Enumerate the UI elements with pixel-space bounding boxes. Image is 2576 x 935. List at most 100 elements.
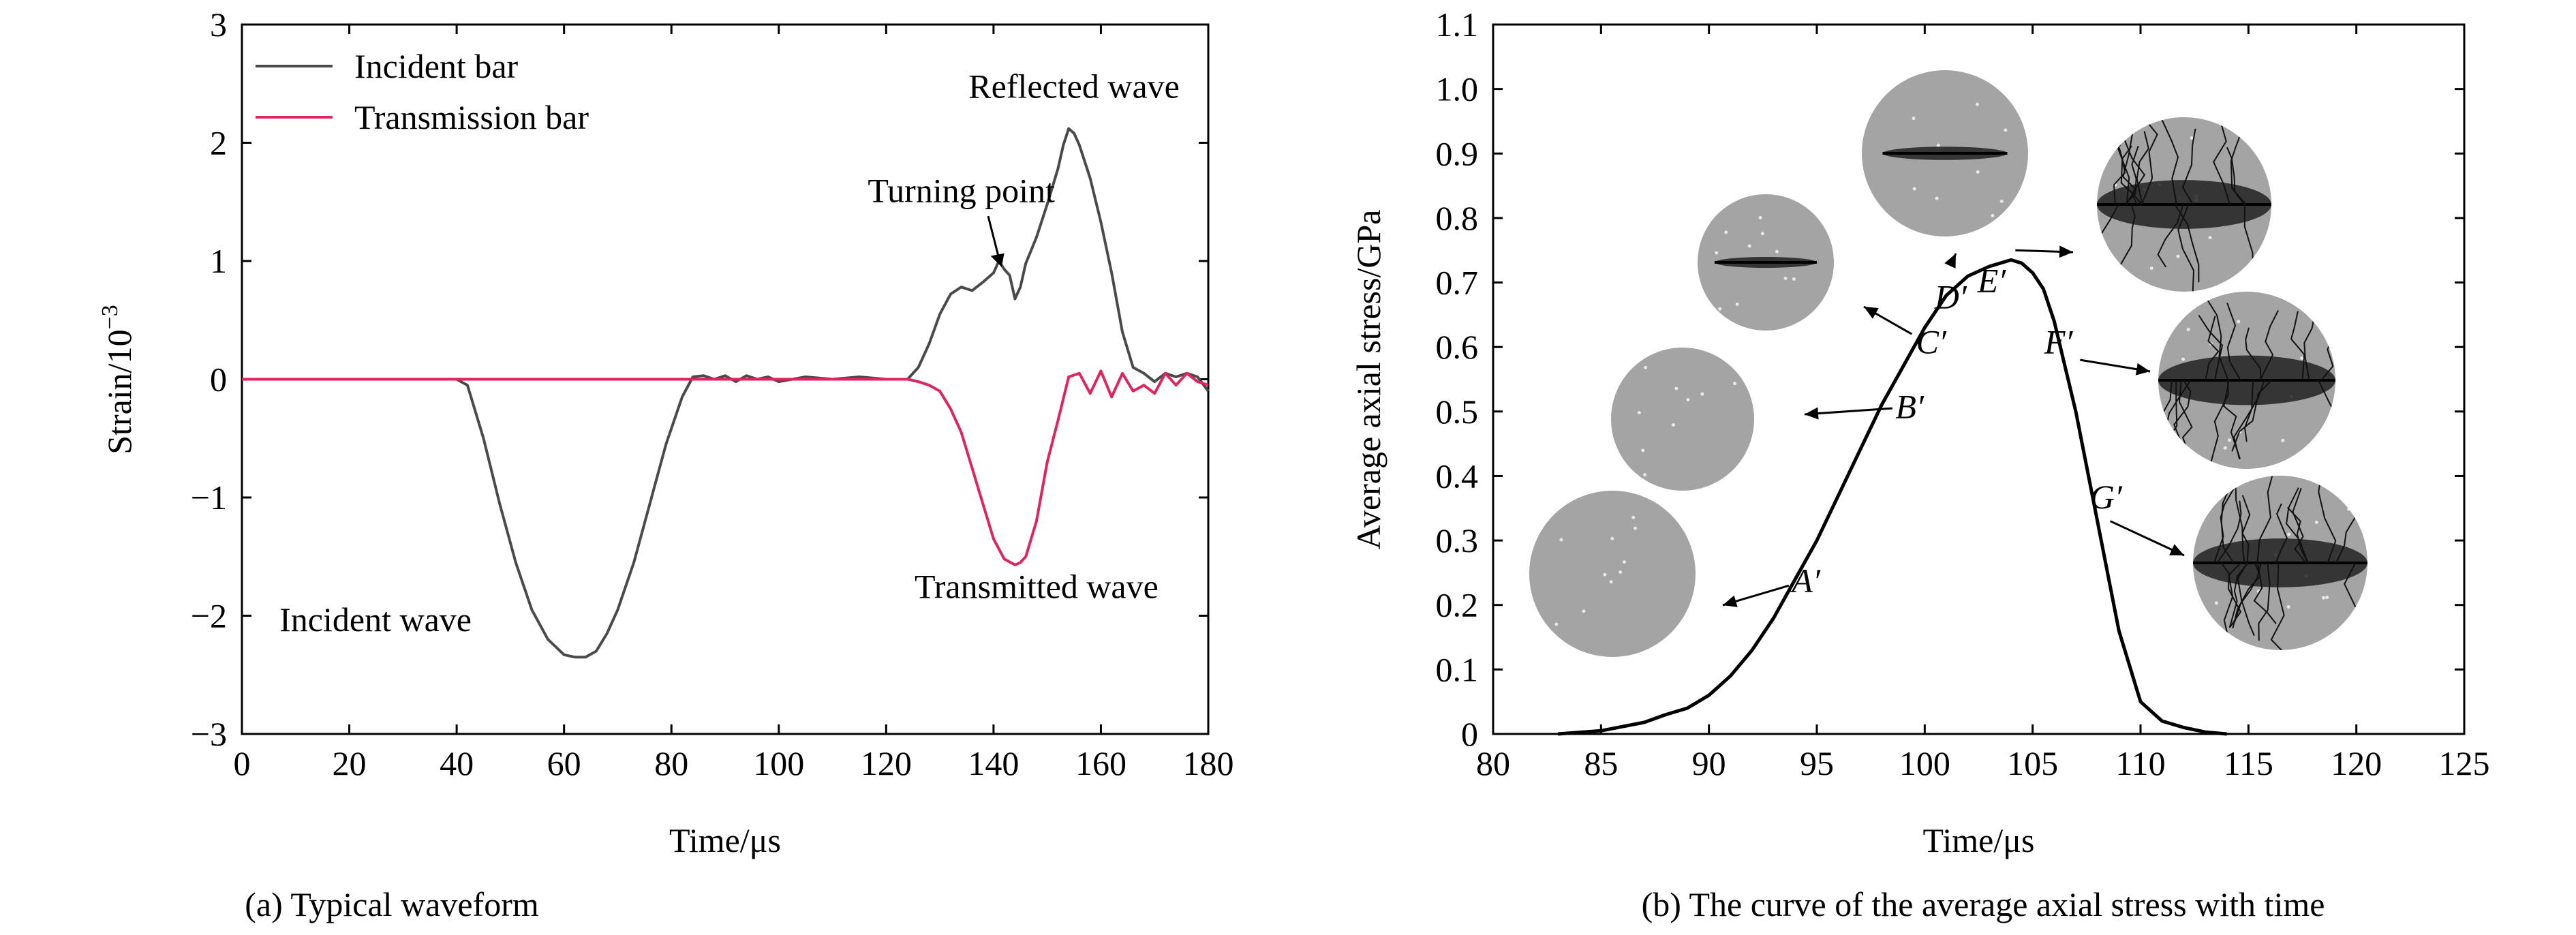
chart-b-specimen-dot [2286,604,2290,609]
chart-b-specimen-image [2158,292,2335,469]
chart-b-xtick-label: 95 [1800,744,1834,782]
chart-b-specimen-branch-crack [2205,296,2229,381]
chart-b-specimen-branch-crack [2270,562,2285,650]
chart-b-specimen-branch-crack [2320,309,2335,381]
chart-b-specimen-branch-crack [2223,380,2241,459]
chart-b-point-label: G′ [2090,478,2123,516]
chart-b-specimen-dot [1674,386,1678,390]
chart-b-ytick-label: 0.5 [1436,393,1479,431]
chart-b-specimen-branch-crack [2210,380,2229,463]
chart-b-specimen-dot [2004,128,2008,132]
chart-b-specimen-branch-crack [2157,204,2184,268]
chart-b-specimen-branch-crack [2122,136,2146,205]
chart-b-specimen-branch-crack [2220,562,2242,628]
chart-b-specimen-disc [1529,491,1696,657]
chart-b-specimen-cracks [1715,215,1817,311]
chart-b-point-label: C′ [1916,323,1947,361]
chart-b-xlabel: Time/μs [1923,821,2035,859]
chart-b-xtick-label: 120 [2331,744,2382,782]
chart-b-specimen-dot [1758,215,1762,219]
chart-a-ytick-label: 1 [210,242,227,280]
chart-b-specimen-dot [1634,526,1638,530]
chart-b-specimen-arrowhead [2169,544,2184,555]
chart-b-specimen-dot [2321,596,2325,600]
chart-b-specimen-branch-crack [2245,327,2262,381]
chart-b-specimen-dot [1582,609,1586,613]
chart-b-specimen-dot [1644,365,1648,369]
chart-b-specimen-branch-crack [2275,503,2288,564]
chart-b-specimen-dot [1610,536,1614,540]
chart-b-specimen-dot [2314,520,2318,524]
chart-b-specimen-dot [1643,473,1647,477]
chart-b-specimen-branch-crack [2286,487,2309,564]
chart-a: 0 20 40 60 80 100 120 140 160 180 −3 −2 −1 0 1 2 3 Time/μ… [97,5,1234,859]
chart-b-specimen-dot [1991,213,1995,217]
chart-b-specimen-dot [1554,622,1559,626]
chart-b-specimen-branch-crack [2259,309,2279,381]
chart-b-specimen-branch-crack [2181,128,2196,205]
chart-b-specimen-branch-crack [2198,314,2224,381]
chart-b-specimen-image [2097,117,2271,292]
chart-b-specimen-dot [1671,423,1675,427]
chart-a-xtick-label: 40 [440,744,474,782]
chart-b-specimen-dot [1622,560,1626,564]
chart-b-specimen-dot [1747,244,1751,248]
chart-b-specimen-dot [1631,515,1636,519]
chart-b-specimen-cracks [2158,296,2335,465]
chart-a-ytick-label: 2 [210,124,227,162]
chart-b-specimen-dot [2287,532,2291,536]
chart-b-specimen-dot [1935,196,1939,200]
chart-b-specimen-dot [1976,170,1980,174]
chart-b-specimen-branch-crack [2220,486,2235,564]
chart-b-specimen-dot [1715,251,1719,255]
chart-a-legend-label: Transmission bar [354,98,589,136]
chart-b-specimen-image [1611,348,1754,491]
chart-b-specimen-dot [2214,601,2218,605]
chart-a-turning-arrowhead [990,253,1005,267]
chart-b-specimen-dot [1733,382,1737,386]
chart-b-specimen-dot [1724,230,1728,234]
chart-a-xtick-label: 60 [547,744,581,782]
chart-b-xtick-label: 80 [1476,744,1510,782]
chart-b-specimen-dot [1641,448,1645,453]
chart-b-specimen-branch-crack [2173,380,2192,441]
chart-b-specimen-dot [1700,392,1704,396]
chart-b-specimen-dot [1975,102,1979,106]
chart-b-specimen-branch-crack [2235,476,2245,564]
chart-a-ylabel: Strain/10−3 [97,305,138,455]
chart-a-xtick-label: 120 [861,744,912,782]
chart-a-ytick-label: −2 [191,597,227,635]
chart-b-specimen-branch-crack [2216,500,2242,564]
chart-b-specimen-dot [1686,398,1690,402]
chart-a-ytick-label: 3 [210,5,227,44]
chart-b-specimen-branch-crack [2292,487,2307,564]
chart-b-specimen-branch-crack [2256,476,2275,564]
chart-b-specimen-arrowhead [2135,363,2150,375]
chart-b-specimen-dot [2176,254,2180,258]
chart-b-specimen-dot [2325,596,2329,600]
chart-b-ytick-label: 0.6 [1436,328,1479,366]
chart-b-frame [1492,23,2466,735]
chart-b-specimen-dot [1912,117,1916,121]
chart-b-specimen-dot [1735,302,1739,306]
chart-b-specimen-branch-crack [2177,204,2195,292]
chart-a-annotation: Turning point [868,171,1055,209]
chart-a-ytick-label: 0 [210,361,227,399]
chart-b-specimen-branch-crack [2125,145,2139,205]
chart-b-specimen-image [2193,476,2367,650]
chart-a-annotation: Reflected wave [968,67,1180,106]
chart-b-point-label: F′ [2044,323,2074,361]
chart-b-specimen-branch-crack [2290,311,2305,381]
chart-a-xtick-label: 0 [234,744,251,782]
chart-b-specimen-branch-crack [2226,303,2241,381]
chart-b-specimen-branch-crack [2205,316,2220,381]
chart-b-ytick-label: 0.7 [1436,264,1479,302]
chart-b-specimen-dot [2347,507,2351,511]
chart-b-specimen-cracks [1554,515,1638,626]
chart-b-specimen-arrowhead [1944,254,1956,269]
chart-b-specimen-image [1862,70,2028,236]
chart-b-series-line [1557,258,2227,736]
chart-b-specimen-dot [2208,236,2212,240]
